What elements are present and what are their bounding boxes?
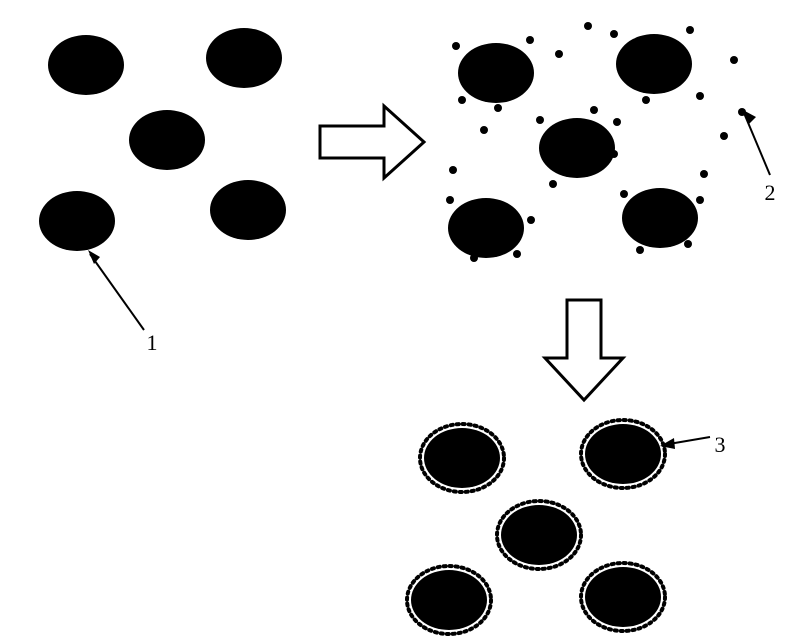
small-particle [686,26,694,34]
coated-particle [585,567,661,627]
large-particle [48,35,124,95]
label-pointer-line [90,254,144,330]
coated-particle [424,428,500,488]
small-particle [696,92,704,100]
label-pointer-head [88,250,100,264]
panel-bottom [407,420,665,634]
small-particle [730,56,738,64]
large-particle [539,118,615,178]
small-particle [610,150,618,158]
label-number: 1 [147,330,158,355]
small-particle [636,246,644,254]
coated-particle [585,424,661,484]
small-particle [494,104,502,112]
coated-particle [411,570,487,630]
arrow-down [545,300,623,400]
small-particle [642,96,650,104]
small-particle [480,126,488,134]
small-particle [458,96,466,104]
coated-particle [501,505,577,565]
small-particle [590,106,598,114]
label-number: 2 [765,180,776,205]
large-particle [458,43,534,103]
small-particle [513,250,521,258]
panel-left [39,28,286,251]
large-particle [448,198,524,258]
small-particle [526,36,534,44]
small-particle [527,216,535,224]
small-particle [613,118,621,126]
small-particle [549,180,557,188]
large-particle [622,188,698,248]
small-particle [610,30,618,38]
small-particle [470,254,478,262]
small-particle [700,170,708,178]
large-particle [206,28,282,88]
small-particle [555,50,563,58]
large-particle [616,34,692,94]
small-particle [452,42,460,50]
small-particle [720,132,728,140]
label-pointer-line [744,113,770,175]
large-particle [129,110,205,170]
small-particle [446,196,454,204]
small-particle [536,116,544,124]
small-particle [696,196,704,204]
arrow-right [320,106,424,178]
large-particle [210,180,286,240]
label-number: 3 [715,432,726,457]
small-particle [620,190,628,198]
small-particle [449,166,457,174]
large-particle [39,191,115,251]
diagram-canvas: 1 2 3 [0,0,800,643]
small-particle [684,240,692,248]
panel-right [446,22,746,262]
small-particle [584,22,592,30]
